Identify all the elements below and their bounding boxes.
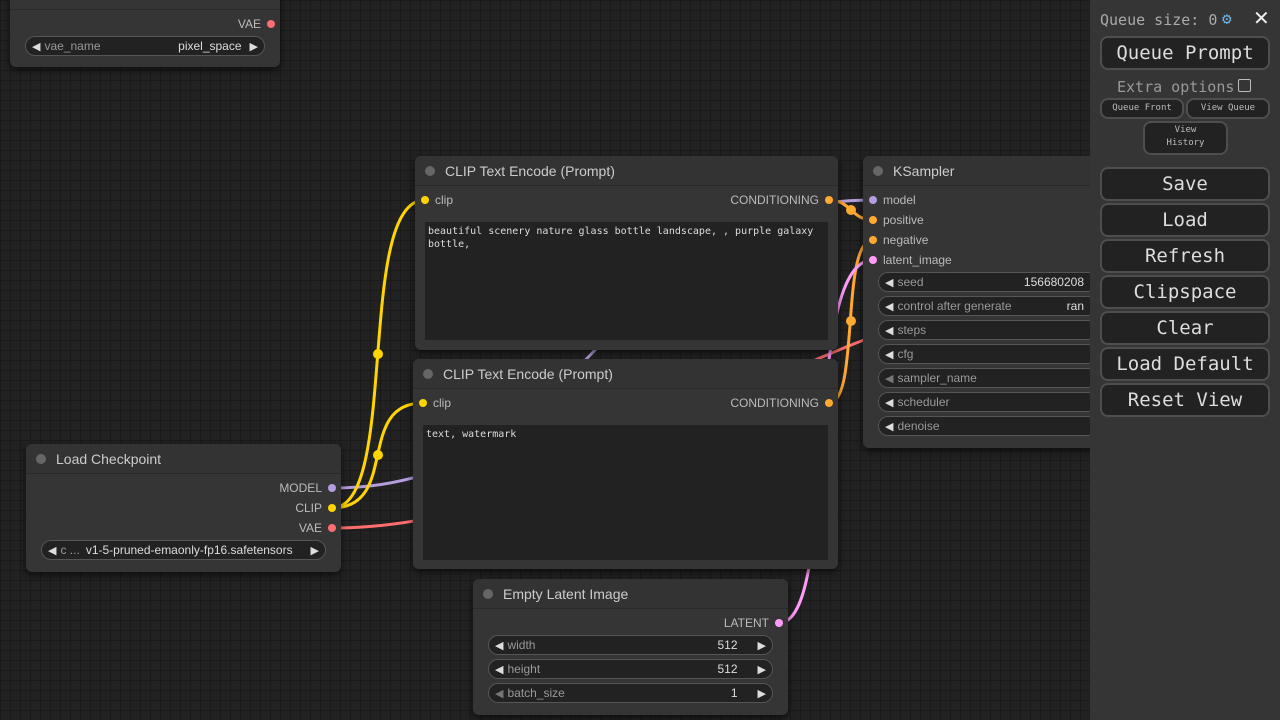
arrow-left-icon[interactable]: ◀ xyxy=(48,544,57,557)
arrow-right-icon[interactable]: ▶ xyxy=(310,544,319,557)
arrow-left-icon[interactable]: ◀ xyxy=(885,372,894,385)
gear-icon[interactable]: ⚙ xyxy=(1222,9,1232,28)
batch-size-widget[interactable]: ◀ batch_size 1 ▶ xyxy=(488,683,773,703)
output-vae[interactable]: VAE xyxy=(238,17,275,31)
save-button[interactable]: Save xyxy=(1100,167,1270,201)
arrow-left-icon[interactable]: ◀ xyxy=(495,687,504,700)
steps-widget[interactable]: ◀ steps xyxy=(878,320,1148,340)
refresh-button[interactable]: Refresh xyxy=(1100,239,1270,273)
width-widget[interactable]: ◀ width 512 ▶ xyxy=(488,635,773,655)
node-title: Load Checkpoint xyxy=(56,450,162,467)
prompt-textarea[interactable]: beautiful scenery nature glass bottle la… xyxy=(425,222,828,340)
load-checkpoint-node[interactable]: Load Checkpoint MODEL CLIP VAE ◀ c ... v1-… xyxy=(26,444,341,572)
arrow-right-icon[interactable]: ▶ xyxy=(757,687,766,700)
scheduler-widget[interactable]: ◀ scheduler xyxy=(878,392,1148,412)
arrow-left-icon[interactable]: ◀ xyxy=(495,663,504,676)
reroute-dot xyxy=(373,349,383,359)
menu-panel: Queue size: 0 ⚙ ✕ Queue Prompt Extra opt… xyxy=(1090,0,1280,720)
arrow-left-icon[interactable]: ◀ xyxy=(885,276,894,289)
height-widget[interactable]: ◀ height 512 ▶ xyxy=(488,659,773,679)
arrow-left-icon[interactable]: ◀ xyxy=(32,40,41,53)
arrow-left-icon[interactable]: ◀ xyxy=(495,639,504,652)
input-latent-image[interactable]: latent_image xyxy=(869,253,952,267)
output-vae[interactable]: VAE xyxy=(299,521,336,535)
input-positive[interactable]: positive xyxy=(869,213,924,227)
input-negative[interactable]: negative xyxy=(869,233,928,247)
queue-prompt-button[interactable]: Queue Prompt xyxy=(1100,36,1270,70)
view-history-button[interactable]: View History xyxy=(1143,121,1228,155)
arrow-right-icon[interactable]: ▶ xyxy=(249,40,258,53)
node-title: CLIP Text Encode (Prompt) xyxy=(445,162,615,179)
output-latent[interactable]: LATENT xyxy=(724,616,783,630)
sampler-name-widget[interactable]: ◀ sampler_name xyxy=(878,368,1148,388)
clip-text-encode-negative[interactable]: CLIP Text Encode (Prompt) clip CONDITION… xyxy=(413,359,838,569)
extra-options-label: Extra options xyxy=(1117,78,1235,96)
vae-loader-node[interactable]: VAE ◀ vae_name pixel_space ▶ xyxy=(10,0,280,67)
output-conditioning[interactable]: CONDITIONING xyxy=(730,396,833,410)
arrow-right-icon[interactable]: ▶ xyxy=(757,639,766,652)
node-title: Empty Latent Image xyxy=(503,585,629,602)
queue-front-button[interactable]: Queue Front xyxy=(1100,98,1184,119)
input-clip[interactable]: clip xyxy=(419,396,451,410)
reset-view-button[interactable]: Reset View xyxy=(1100,383,1270,417)
reroute-dot xyxy=(373,450,383,460)
view-queue-button[interactable]: View Queue xyxy=(1186,98,1270,119)
empty-latent-image-node[interactable]: Empty Latent Image LATENT ◀ width 512 ▶ ◀ he… xyxy=(473,579,788,715)
ckpt-name-widget[interactable]: ◀ c ... v1-5-pruned-emaonly-fp16.safetenso… xyxy=(41,540,326,560)
input-clip[interactable]: clip xyxy=(421,193,453,207)
denoise-widget[interactable]: ◀ denoise xyxy=(878,416,1148,436)
node-title: KSampler xyxy=(893,162,955,179)
seed-widget[interactable]: ◀ seed 156680208 xyxy=(878,272,1148,292)
load-default-button[interactable]: Load Default xyxy=(1100,347,1270,381)
clip-text-encode-positive[interactable]: CLIP Text Encode (Prompt) clip CONDITION… xyxy=(415,156,838,350)
load-button[interactable]: Load xyxy=(1100,203,1270,237)
arrow-left-icon[interactable]: ◀ xyxy=(885,396,894,409)
output-conditioning[interactable]: CONDITIONING xyxy=(730,193,833,207)
prompt-textarea[interactable]: text, watermark xyxy=(423,425,828,560)
vae-name-widget[interactable]: ◀ vae_name pixel_space ▶ xyxy=(25,36,265,56)
output-clip[interactable]: CLIP xyxy=(295,501,336,515)
arrow-left-icon[interactable]: ◀ xyxy=(885,420,894,433)
clear-button[interactable]: Clear xyxy=(1100,311,1270,345)
queue-size: Queue size: 0 xyxy=(1100,11,1218,29)
arrow-right-icon[interactable]: ▶ xyxy=(757,663,766,676)
graph-canvas[interactable]: VAE ◀ vae_name pixel_space ▶ CLIP Text Enco… xyxy=(0,0,1163,720)
reroute-dot xyxy=(846,316,856,326)
output-model[interactable]: MODEL xyxy=(279,481,336,495)
input-model[interactable]: model xyxy=(869,193,916,207)
clipspace-button[interactable]: Clipspace xyxy=(1100,275,1270,309)
arrow-left-icon[interactable]: ◀ xyxy=(885,300,894,313)
arrow-left-icon[interactable]: ◀ xyxy=(885,348,894,361)
extra-options-checkbox[interactable] xyxy=(1238,79,1251,92)
reroute-dot xyxy=(846,205,856,215)
node-title: CLIP Text Encode (Prompt) xyxy=(443,365,613,382)
close-icon[interactable]: ✕ xyxy=(1253,6,1270,30)
arrow-left-icon[interactable]: ◀ xyxy=(885,324,894,337)
